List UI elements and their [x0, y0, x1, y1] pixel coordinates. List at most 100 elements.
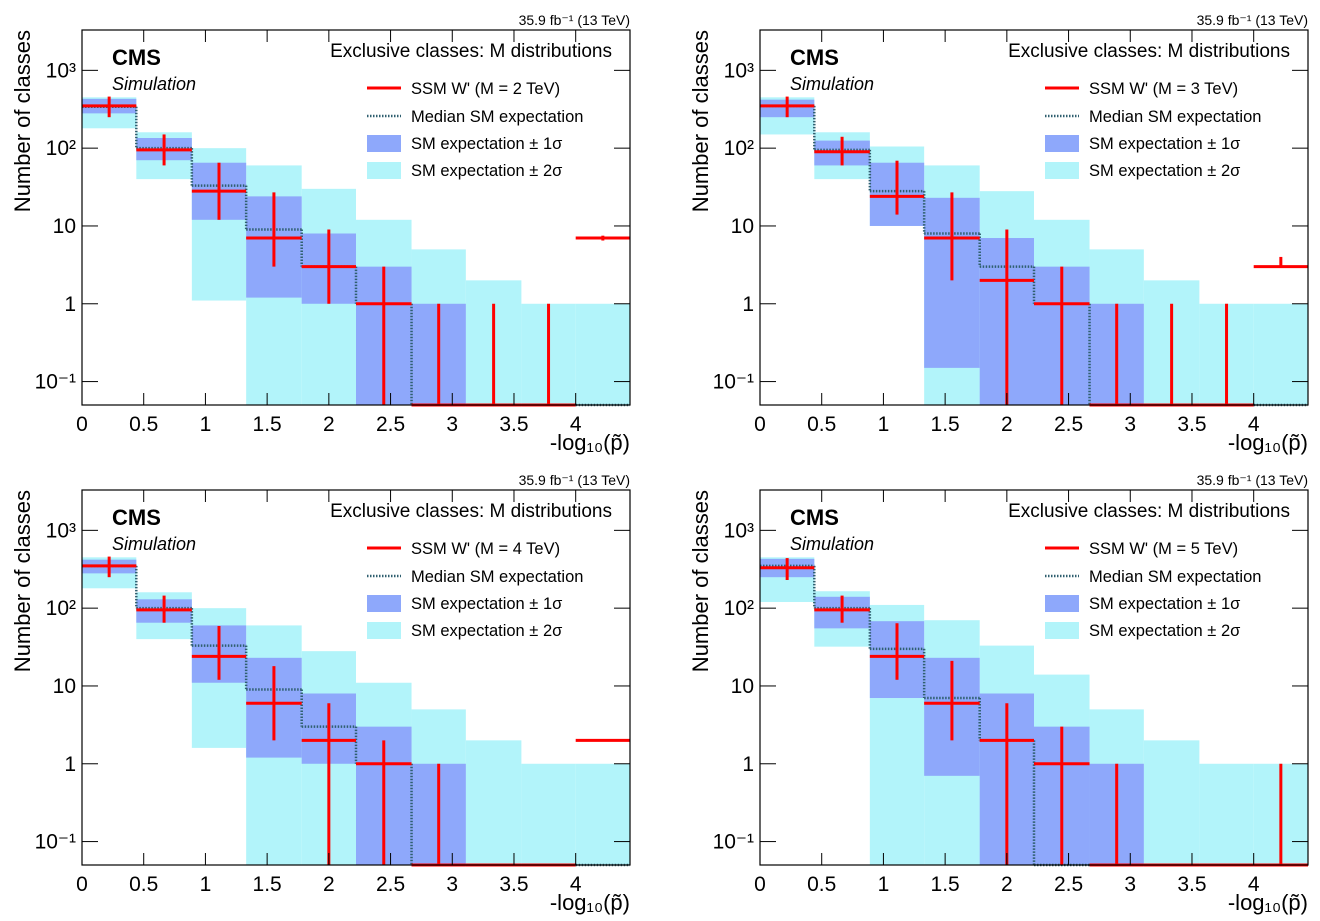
chart-title: Exclusive classes: M distributions: [330, 41, 612, 62]
y-tick-label: 1: [64, 293, 76, 316]
x-tick-label: 3.5: [499, 873, 528, 896]
x-tick-label: 3: [446, 413, 458, 436]
x-axis-label: -log₁₀(p̃): [1228, 430, 1308, 455]
chart-title: Exclusive classes: M distributions: [1008, 41, 1290, 62]
experiment-label: CMS: [790, 505, 839, 530]
y-tick-label: 10²: [724, 137, 754, 160]
x-tick-label: 3: [446, 873, 458, 896]
x-tick-label: 1.5: [253, 873, 282, 896]
x-tick-label: 1: [878, 413, 890, 436]
subtitle: Simulation: [790, 534, 874, 554]
legend-swatch: [1045, 162, 1079, 179]
legend-swatch: [1045, 622, 1079, 639]
panel: 0 0.5 1 1.5 2 2.5 3 3.5 4 10⁻¹ 1 10 10² 10³ 35.9 fb⁻¹ …: [688, 12, 1309, 455]
legend-label: SM expectation ± 1σ: [411, 135, 562, 153]
x-tick-label: 1: [200, 413, 212, 436]
x-tick-label: 0.5: [129, 413, 158, 436]
experiment-label: CMS: [790, 45, 839, 70]
plot-frame: [81, 29, 631, 406]
legend-label: SSM W' (M = 4 TeV): [411, 540, 560, 558]
y-tick-label: 10⁻¹: [713, 831, 754, 854]
band-2sigma: [1199, 763, 1254, 865]
band-2sigma: [465, 740, 522, 865]
legend-label: SM expectation ± 1σ: [1089, 595, 1240, 613]
x-tick-label: 1: [878, 873, 890, 896]
band-2sigma: [1253, 303, 1308, 405]
legend-label: Median SM expectation: [1089, 568, 1261, 586]
x-tick-label: 0: [754, 873, 766, 896]
x-tick-label: 2.5: [1054, 413, 1083, 436]
x-tick-label: 1.5: [931, 873, 960, 896]
x-tick-label: 0.5: [807, 413, 836, 436]
x-tick-label: 1.5: [931, 413, 960, 436]
legend-swatch: [367, 622, 401, 639]
experiment-label: CMS: [112, 505, 161, 530]
legend-label: Median SM expectation: [411, 108, 583, 126]
y-axis-label: Number of classes: [688, 30, 713, 212]
y-tick-label: 10⁻¹: [35, 831, 76, 854]
lumi-label: 35.9 fb⁻¹ (13 TeV): [519, 472, 630, 488]
x-tick-label: 1: [200, 873, 212, 896]
y-tick-label: 10³: [46, 519, 76, 542]
subtitle: Simulation: [790, 74, 874, 94]
x-tick-label: 2.5: [376, 873, 405, 896]
x-axis-label: -log₁₀(p̃): [550, 890, 630, 915]
legend-label: SM expectation ± 2σ: [1089, 162, 1240, 180]
x-tick-label: 2: [323, 413, 335, 436]
chart-title: Exclusive classes: M distributions: [330, 501, 612, 522]
legend-swatch: [367, 162, 401, 179]
legend-label: SM expectation ± 2σ: [411, 622, 562, 640]
y-tick-label: 1: [742, 293, 754, 316]
plot-frame: [759, 489, 1309, 866]
y-tick-label: 10: [731, 215, 754, 238]
lumi-label: 35.9 fb⁻¹ (13 TeV): [1197, 472, 1308, 488]
x-tick-label: 2.5: [1054, 873, 1083, 896]
legend-swatch: [367, 595, 401, 612]
x-tick-label: 2.5: [376, 413, 405, 436]
x-tick-label: 4: [570, 873, 582, 896]
legend-label: SSM W' (M = 5 TeV): [1089, 540, 1238, 558]
x-tick-label: 1.5: [253, 413, 282, 436]
y-tick-label: 10⁻¹: [713, 371, 754, 394]
legend-label: SM expectation ± 2σ: [411, 162, 562, 180]
y-tick-label: 10³: [724, 59, 754, 82]
x-tick-label: 4: [1248, 873, 1260, 896]
x-tick-label: 3.5: [499, 413, 528, 436]
lumi-label: 35.9 fb⁻¹ (13 TeV): [1197, 12, 1308, 28]
plot-frame: [759, 29, 1309, 406]
x-axis-label: -log₁₀(p̃): [550, 430, 630, 455]
band-2sigma: [521, 763, 576, 865]
y-tick-label: 10³: [724, 519, 754, 542]
x-tick-label: 3: [1124, 873, 1136, 896]
y-tick-label: 10²: [46, 597, 76, 620]
y-tick-label: 10³: [46, 59, 76, 82]
x-tick-label: 3.5: [1177, 873, 1206, 896]
x-tick-label: 2: [1001, 413, 1013, 436]
subtitle: Simulation: [112, 534, 196, 554]
legend-label: SSM W' (M = 3 TeV): [1089, 80, 1238, 98]
band-2sigma: [575, 763, 630, 865]
subtitle: Simulation: [112, 74, 196, 94]
y-tick-label: 1: [742, 753, 754, 776]
x-tick-label: 0: [76, 413, 88, 436]
legend-label: SM expectation ± 2σ: [1089, 622, 1240, 640]
experiment-label: CMS: [112, 45, 161, 70]
y-axis-label: Number of classes: [688, 490, 713, 672]
x-tick-label: 3: [1124, 413, 1136, 436]
legend-label: SSM W' (M = 2 TeV): [411, 80, 560, 98]
y-tick-label: 10²: [46, 137, 76, 160]
x-tick-label: 2: [323, 873, 335, 896]
x-tick-label: 0: [76, 873, 88, 896]
band-2sigma: [1143, 740, 1200, 865]
x-tick-label: 3.5: [1177, 413, 1206, 436]
x-axis-label: -log₁₀(p̃): [1228, 890, 1308, 915]
x-tick-label: 0: [754, 413, 766, 436]
y-tick-label: 10: [53, 215, 76, 238]
chart-title: Exclusive classes: M distributions: [1008, 501, 1290, 522]
panel: 0 0.5 1 1.5 2 2.5 3 3.5 4 10⁻¹ 1 10 10² 10³ 35.9 fb⁻¹ …: [10, 12, 631, 455]
legend-label: Median SM expectation: [1089, 108, 1261, 126]
legend-swatch: [1045, 135, 1079, 152]
y-tick-label: 10: [53, 675, 76, 698]
